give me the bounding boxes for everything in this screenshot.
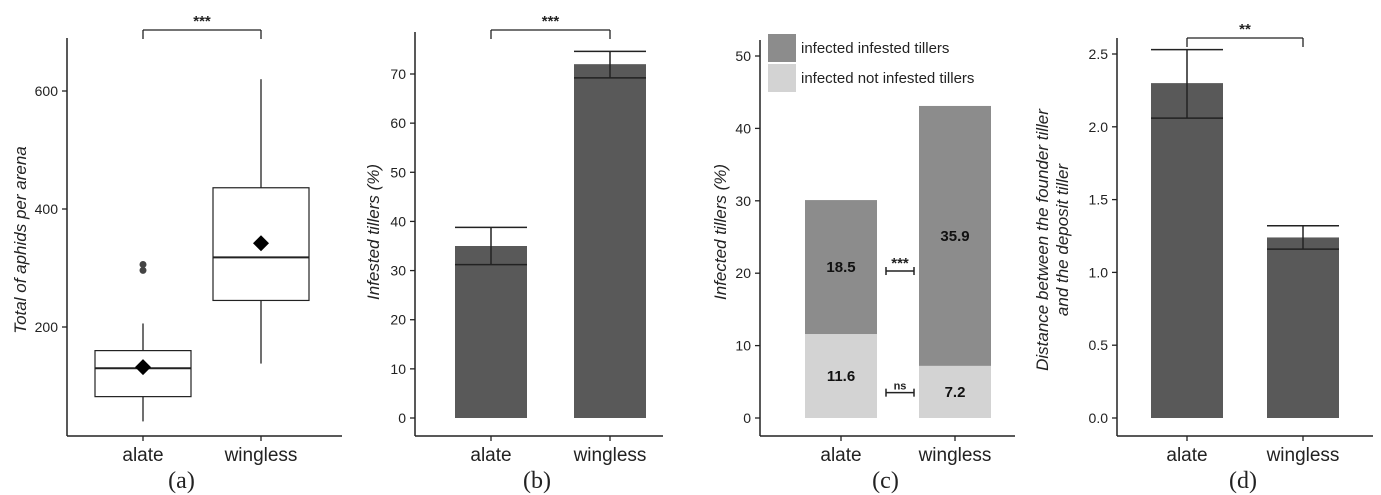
y-tick-label: 50 <box>735 48 751 64</box>
y-tick-label: 40 <box>390 213 406 229</box>
comparison-label: *** <box>891 255 909 272</box>
data-label: 18.5 <box>826 259 855 276</box>
x-tick-label: wingless <box>573 445 647 466</box>
x-tick-label: wingless <box>918 445 992 466</box>
bar-segment-wingless <box>919 365 991 418</box>
y-tick-label: 0 <box>398 410 406 426</box>
y-axis-label: Total of aphids per arena <box>11 146 30 333</box>
y-tick-label: 10 <box>735 338 751 354</box>
y-tick-label: 2.5 <box>1089 46 1109 62</box>
outlier-point <box>139 266 147 274</box>
y-tick-label: 1.5 <box>1089 192 1109 208</box>
x-tick-label: alate <box>470 445 511 466</box>
y-tick-label: 60 <box>390 115 406 131</box>
bar-alate <box>455 246 527 418</box>
panel-label: (b) <box>523 468 551 494</box>
legend-label: infected infested tillers <box>801 40 949 57</box>
mean-marker <box>135 359 151 376</box>
y-tick-label: 0.0 <box>1089 410 1109 426</box>
x-tick-label: wingless <box>224 445 298 466</box>
bar-segment-wingless <box>919 105 991 366</box>
y-tick-label: 30 <box>735 193 751 209</box>
y-tick-label: 50 <box>390 164 406 180</box>
outlier-point <box>139 260 147 268</box>
legend-swatch <box>768 34 796 62</box>
bar-wingless <box>574 64 646 419</box>
y-tick-label: 20 <box>390 312 406 328</box>
y-tick-label: 70 <box>390 66 406 82</box>
significance-label: *** <box>542 13 560 30</box>
error-bar-alate <box>455 226 527 266</box>
panel-label: (a) <box>168 468 195 494</box>
significance-label: *** <box>193 13 211 30</box>
y-tick-label: 0 <box>743 410 751 426</box>
comparison-sig: *** <box>885 255 915 276</box>
panel-c: 0 10 20 30 40 50 alate wingless (c) Infected till… <box>711 34 1015 494</box>
significance-label: ** <box>1239 21 1251 38</box>
panel-a: 200 400 600 alate wingless (a) Total of aphids… <box>11 13 342 494</box>
y-tick-label: 20 <box>735 265 751 281</box>
panel-d: 0.0 0.5 1.0 1.5 2.0 2.5 alate wingless (d) Distan… <box>1033 21 1373 494</box>
panel-label: (c) <box>872 468 899 494</box>
bar-segment-alate <box>805 200 877 335</box>
legend-swatch <box>768 64 796 92</box>
y-tick-label: 1.0 <box>1089 264 1109 280</box>
error-bar-wingless <box>574 50 646 79</box>
legend-label: infected not infested tillers <box>801 70 974 87</box>
bar-wingless <box>1267 237 1339 418</box>
mean-marker <box>253 235 269 252</box>
data-label: 11.6 <box>827 368 855 385</box>
bar-segment-alate <box>805 334 877 418</box>
y-axis-label: Infected tillers (%) <box>711 164 730 300</box>
bar-alate <box>1151 83 1223 419</box>
y-axis-label-line: Distance between the founder tiller <box>1033 108 1052 371</box>
y-tick-label: 400 <box>35 201 59 217</box>
box-wingless <box>212 79 310 364</box>
panel-b: 0 10 20 30 40 50 60 70 alate wingless (b) Infested … <box>364 13 663 494</box>
y-axis-label: Distance between the founder tillerand t… <box>1033 108 1072 371</box>
legend: infected infested tillers infected not in… <box>768 34 974 92</box>
y-tick-label: 30 <box>390 263 406 279</box>
y-tick-label: 10 <box>390 361 406 377</box>
comparison-label: ns <box>894 381 907 393</box>
error-bar-alate <box>1151 48 1223 119</box>
x-tick-label: alate <box>122 445 163 466</box>
x-tick-label: alate <box>820 445 861 466</box>
error-bar-wingless <box>1267 225 1339 250</box>
y-tick-label: 0.5 <box>1089 337 1109 353</box>
y-axis-label-line: and the deposit tiller <box>1053 163 1072 316</box>
data-label: 7.2 <box>945 384 966 401</box>
box <box>94 350 192 398</box>
y-tick-label: 600 <box>35 83 59 99</box>
y-axis-label: Infested tillers (%) <box>364 164 383 300</box>
panel-label: (d) <box>1229 468 1257 494</box>
data-label: 35.9 <box>940 228 969 245</box>
y-tick-label: 200 <box>35 319 59 335</box>
y-tick-label: 40 <box>735 120 751 136</box>
y-tick-label: 2.0 <box>1089 119 1109 135</box>
x-tick-label: alate <box>1166 445 1207 466</box>
box-alate <box>94 260 192 422</box>
x-tick-label: wingless <box>1266 445 1340 466</box>
comparison-ns: ns <box>885 381 915 397</box>
